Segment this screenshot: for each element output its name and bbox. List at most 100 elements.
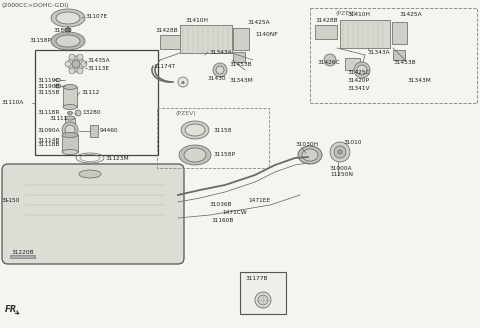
Text: 13280: 13280	[82, 111, 101, 115]
Text: 31158P: 31158P	[30, 38, 52, 44]
Circle shape	[65, 61, 71, 67]
Ellipse shape	[184, 148, 206, 162]
Ellipse shape	[68, 112, 72, 114]
Circle shape	[72, 60, 80, 68]
Text: 31410H: 31410H	[185, 17, 208, 23]
Text: 31343A: 31343A	[368, 50, 391, 54]
Text: 31118B: 31118B	[37, 142, 60, 148]
Text: 31118R: 31118R	[37, 111, 60, 115]
Text: 31036B: 31036B	[210, 202, 232, 208]
Text: 1140NF: 1140NF	[255, 32, 277, 37]
Text: 31430: 31430	[207, 75, 226, 80]
Text: 31435A: 31435A	[88, 57, 110, 63]
Ellipse shape	[51, 32, 85, 50]
Text: 31010: 31010	[343, 140, 361, 146]
Text: 31150: 31150	[2, 197, 21, 202]
Text: 31030H: 31030H	[295, 142, 318, 148]
Circle shape	[255, 292, 271, 308]
Ellipse shape	[56, 12, 80, 24]
Text: 31114B: 31114B	[37, 137, 60, 142]
Text: 31453B: 31453B	[393, 59, 416, 65]
Ellipse shape	[181, 121, 209, 139]
Bar	[160, 35, 182, 49]
Text: 31428B: 31428B	[315, 17, 337, 23]
Text: 31110A: 31110A	[2, 100, 24, 106]
Bar	[345, 58, 360, 70]
Text: (PZEV): (PZEV)	[175, 111, 196, 115]
Bar	[310, 8, 477, 103]
Text: 31341V: 31341V	[348, 86, 371, 91]
Text: 31119C: 31119C	[37, 77, 60, 83]
Circle shape	[69, 68, 75, 74]
Ellipse shape	[56, 35, 80, 47]
Bar	[315, 25, 337, 39]
Circle shape	[77, 54, 83, 60]
Bar	[233, 52, 245, 62]
Text: 1471CW: 1471CW	[222, 211, 247, 215]
Text: 31220B: 31220B	[12, 250, 35, 255]
Bar	[340, 20, 390, 48]
Text: 31107E: 31107E	[86, 14, 108, 19]
Text: 31410H: 31410H	[348, 12, 371, 17]
Text: 31158P: 31158P	[213, 153, 235, 157]
Text: 31426C: 31426C	[317, 59, 340, 65]
Text: 31428B: 31428B	[155, 28, 178, 32]
Circle shape	[258, 295, 268, 305]
Ellipse shape	[51, 9, 85, 27]
Text: 31453B: 31453B	[230, 62, 252, 67]
Circle shape	[324, 54, 336, 66]
Text: a: a	[181, 79, 185, 85]
Circle shape	[65, 125, 75, 135]
Bar	[180, 25, 232, 53]
Circle shape	[77, 68, 83, 74]
Circle shape	[69, 54, 75, 60]
FancyBboxPatch shape	[2, 164, 184, 264]
Text: 31343A: 31343A	[210, 50, 233, 54]
Bar	[90, 125, 98, 137]
Text: 31111: 31111	[50, 115, 68, 120]
Text: 31160B: 31160B	[212, 217, 234, 222]
Text: 31113E: 31113E	[88, 66, 110, 71]
Circle shape	[354, 62, 370, 78]
Bar	[65, 118, 75, 124]
Text: 94460: 94460	[100, 128, 119, 133]
Circle shape	[338, 150, 342, 154]
Circle shape	[213, 63, 227, 77]
Circle shape	[62, 122, 78, 138]
Ellipse shape	[62, 133, 78, 137]
Circle shape	[68, 56, 84, 72]
Circle shape	[216, 66, 224, 74]
Text: 31190B: 31190B	[37, 84, 60, 89]
Text: 31158: 31158	[213, 128, 231, 133]
Circle shape	[178, 77, 188, 87]
Bar	[392, 22, 407, 44]
Bar	[240, 272, 286, 314]
Circle shape	[334, 146, 346, 158]
Text: 31343M: 31343M	[408, 77, 432, 83]
Circle shape	[81, 61, 87, 67]
Text: 31425A: 31425A	[248, 19, 271, 25]
Ellipse shape	[62, 150, 78, 154]
Bar	[233, 28, 249, 50]
Ellipse shape	[185, 124, 205, 136]
Text: 11250N: 11250N	[330, 172, 353, 176]
Text: FR: FR	[5, 305, 17, 315]
Bar	[63, 87, 77, 107]
Text: (2000CC>DOHC-GDI): (2000CC>DOHC-GDI)	[2, 3, 70, 8]
Circle shape	[357, 65, 367, 75]
Text: 31425C: 31425C	[348, 70, 371, 74]
Ellipse shape	[63, 105, 77, 110]
Circle shape	[75, 110, 81, 116]
Text: 31174T: 31174T	[153, 65, 175, 70]
Ellipse shape	[79, 170, 101, 178]
Bar	[157, 108, 269, 168]
Ellipse shape	[56, 78, 60, 81]
Ellipse shape	[302, 149, 318, 161]
Ellipse shape	[63, 85, 77, 90]
Ellipse shape	[65, 28, 71, 32]
Text: 31090A: 31090A	[37, 128, 60, 133]
Text: 31123M: 31123M	[106, 155, 130, 160]
Text: (PZEV): (PZEV)	[335, 11, 356, 16]
Text: 31177B: 31177B	[246, 276, 268, 280]
Ellipse shape	[179, 145, 211, 165]
